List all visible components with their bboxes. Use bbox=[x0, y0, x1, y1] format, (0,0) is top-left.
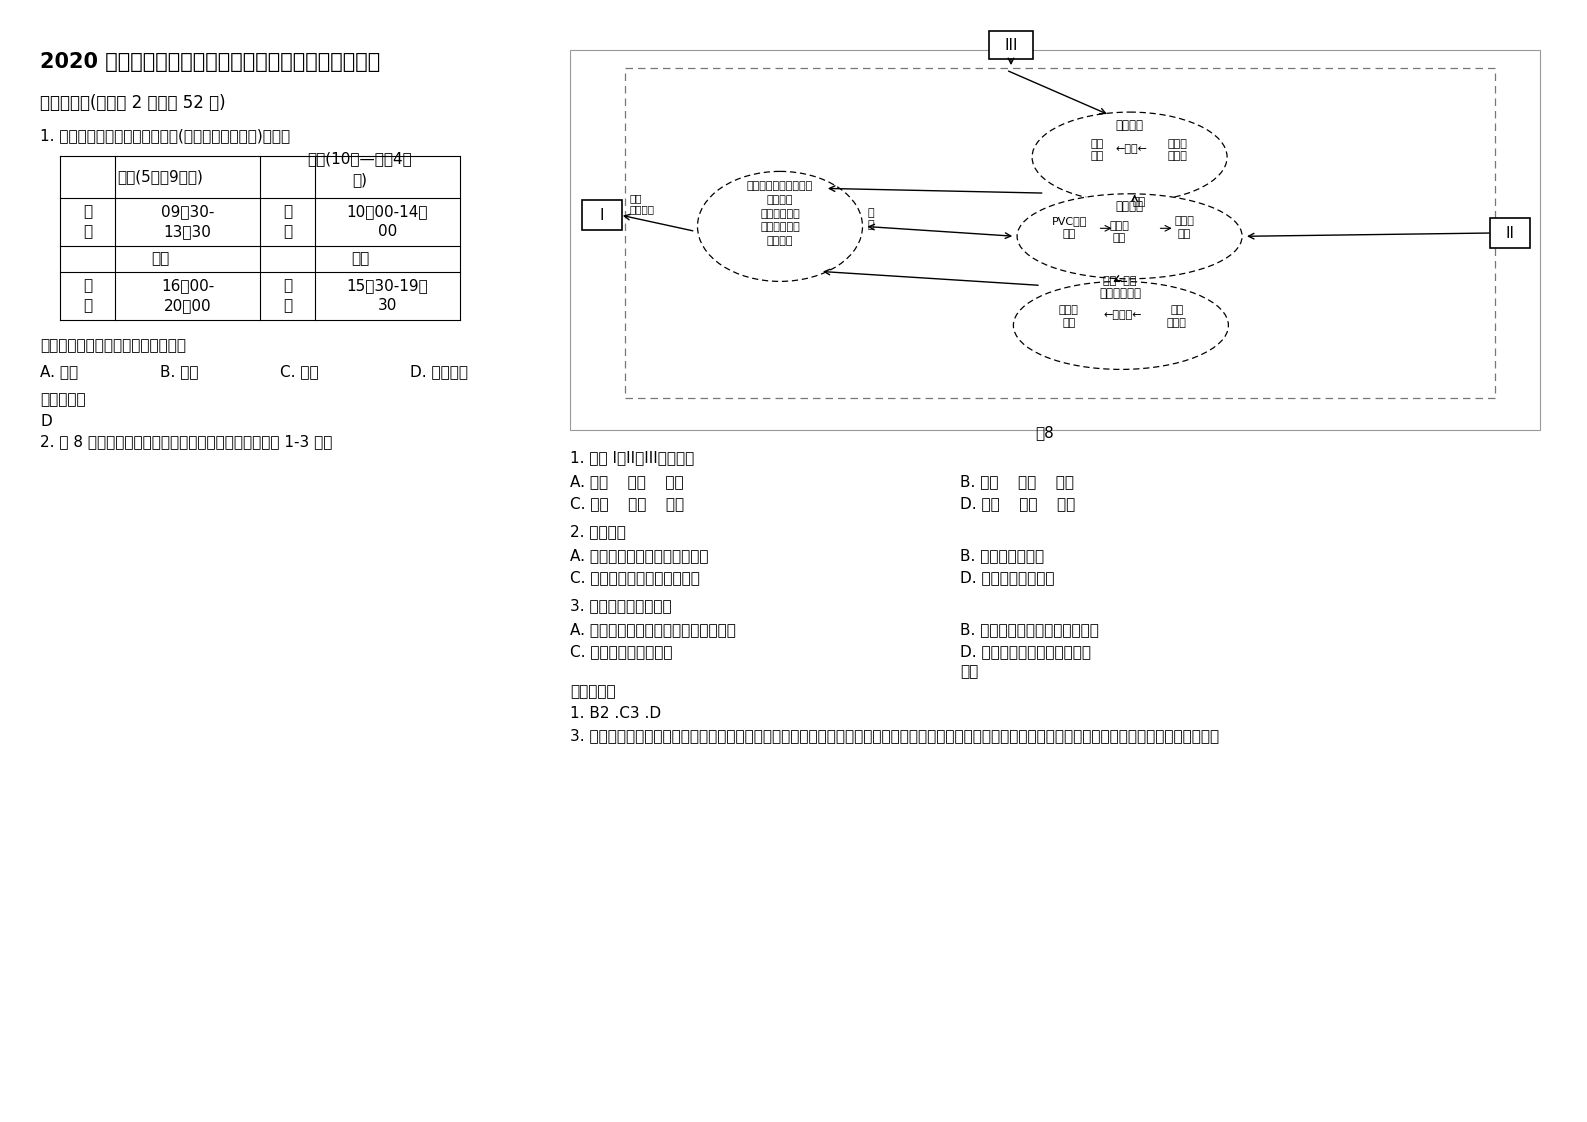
Text: 根据表中信息判断，该城市最可能是: 根据表中信息判断，该城市最可能是 bbox=[40, 338, 186, 353]
Text: 3. 植被浅沟常布置在城市道路两侧和不透水地面周边等地，与城市雨水管网或集水池相连，下图为植被浅沟示意图，箭头表示水循环环节，读图完成下列各题。: 3. 植被浅沟常布置在城市道路两侧和不透水地面周边等地，与城市雨水管网或集水池相… bbox=[570, 728, 1219, 743]
Text: 夏季(5月、9月底): 夏季(5月、9月底) bbox=[117, 169, 203, 184]
FancyBboxPatch shape bbox=[989, 31, 1033, 59]
Text: III: III bbox=[1005, 37, 1017, 53]
Text: 政府兴建区内公共设施
污水处理
中水回收利用
废渣综合利用
余热发电: 政府兴建区内公共设施 污水处理 中水回收利用 废渣综合利用 余热发电 bbox=[747, 182, 813, 246]
Text: C. 武汉: C. 武汉 bbox=[279, 364, 319, 379]
Text: 有色产业: 有色产业 bbox=[1116, 119, 1144, 132]
Text: B. 西安: B. 西安 bbox=[160, 364, 198, 379]
Text: D. 资源    环境    市场: D. 资源 环境 市场 bbox=[960, 496, 1076, 511]
Text: A. 各产业之间以主产品为原料发生联系: A. 各产业之间以主产品为原料发生联系 bbox=[570, 622, 736, 637]
Text: D. 工业发展趋向分散: D. 工业发展趋向分散 bbox=[960, 570, 1054, 585]
Text: B. 所需能源完全由余热发电提供: B. 所需能源完全由余热发电提供 bbox=[960, 622, 1098, 637]
Text: A. 资源    市场    环境: A. 资源 市场 环境 bbox=[570, 473, 684, 489]
Text: 2020 年福建省莆田市山立学校高三地理月考试卷含解析: 2020 年福建省莆田市山立学校高三地理月考试卷含解析 bbox=[40, 52, 381, 72]
Text: PVC型材
烧碱: PVC型材 烧碱 bbox=[1052, 217, 1087, 239]
FancyBboxPatch shape bbox=[1490, 218, 1530, 248]
Text: II: II bbox=[1506, 226, 1514, 240]
Text: 氯化钾
钾肥: 氯化钾 钾肥 bbox=[1059, 305, 1079, 328]
Text: C. 环境    市场    资源: C. 环境 市场 资源 bbox=[570, 496, 684, 511]
Ellipse shape bbox=[1014, 282, 1228, 369]
Text: 无机材料产业: 无机材料产业 bbox=[1100, 287, 1143, 301]
Ellipse shape bbox=[1032, 112, 1227, 202]
Text: 铝锌矿
磁铁矿: 铝锌矿 磁铁矿 bbox=[1168, 139, 1187, 162]
Text: B. 环境    资源    市场: B. 环境 资源 市场 bbox=[960, 473, 1074, 489]
Text: 氯气  烧碱: 氯气 烧碱 bbox=[1103, 276, 1136, 286]
FancyBboxPatch shape bbox=[570, 50, 1539, 430]
Text: A. 工业以廉价劳动力导向型为主: A. 工业以廉价劳动力导向型为主 bbox=[570, 548, 708, 563]
Text: 1. 图中 I、II、III分别代表: 1. 图中 I、II、III分别代表 bbox=[570, 450, 694, 465]
Text: 1. B2 .C3 .D: 1. B2 .C3 .D bbox=[570, 706, 662, 721]
Text: 下
午: 下 午 bbox=[83, 278, 92, 313]
Text: 一、选择题(每小题 2 分，共 52 分): 一、选择题(每小题 2 分，共 52 分) bbox=[40, 94, 225, 112]
Text: 2. 在此地域: 2. 在此地域 bbox=[570, 524, 625, 539]
Text: 16：00-
20：00: 16：00- 20：00 bbox=[160, 278, 214, 313]
Text: C. 污染物实现了零排放: C. 污染物实现了零排放 bbox=[570, 644, 673, 659]
Text: 参考答案：: 参考答案： bbox=[570, 684, 616, 699]
Text: 化工产业: 化工产业 bbox=[1116, 201, 1144, 213]
Text: 冬季(10月—次年4月
底): 冬季(10月—次年4月 底) bbox=[308, 151, 413, 187]
Text: ←冶炼←: ←冶炼← bbox=[1116, 144, 1147, 154]
Text: 1. 读我国某地区学校作息时间表(表中均为北京时间)。回答: 1. 读我国某地区学校作息时间表(表中均为北京时间)。回答 bbox=[40, 128, 290, 142]
Text: 工业盐
原煤: 工业盐 原煤 bbox=[1174, 217, 1195, 239]
Text: 2. 图 8 为某开发区主体循环经济体系示意图，读图完成 1-3 题。: 2. 图 8 为某开发区主体循环经济体系示意图，读图完成 1-3 题。 bbox=[40, 434, 332, 449]
Text: D: D bbox=[40, 414, 52, 429]
Text: 氯气: 氯气 bbox=[1133, 197, 1146, 208]
Text: 10：00-14：
00: 10：00-14： 00 bbox=[346, 204, 428, 239]
Text: 上
午: 上 午 bbox=[83, 204, 92, 239]
FancyBboxPatch shape bbox=[625, 68, 1495, 398]
Text: I: I bbox=[600, 208, 605, 222]
Text: 3. 在此循环经济体系中: 3. 在此循环经济体系中 bbox=[570, 598, 671, 613]
Text: 上
午: 上 午 bbox=[282, 204, 292, 239]
FancyBboxPatch shape bbox=[582, 200, 622, 230]
Text: 盐化工
焦炭: 盐化工 焦炭 bbox=[1109, 221, 1130, 242]
Text: 下
午: 下 午 bbox=[282, 278, 292, 313]
Text: C. 可能发展成为新兴工业城市: C. 可能发展成为新兴工业城市 bbox=[570, 570, 700, 585]
Ellipse shape bbox=[1017, 194, 1243, 278]
Text: 09：30-
13：30: 09：30- 13：30 bbox=[160, 204, 214, 239]
Text: B. 产品更新换代快: B. 产品更新换代快 bbox=[960, 548, 1044, 563]
Text: 萤石
钾长石: 萤石 钾长石 bbox=[1166, 305, 1187, 328]
Text: 午休: 午休 bbox=[151, 251, 170, 267]
Text: D. 乌鲁木齐: D. 乌鲁木齐 bbox=[409, 364, 468, 379]
Text: A. 沈阳: A. 沈阳 bbox=[40, 364, 78, 379]
Text: 达到
排放标准: 达到 排放标准 bbox=[630, 193, 655, 214]
Text: 硫
酸: 硫 酸 bbox=[867, 209, 874, 230]
Text: D. 生产环节的废弃物被回收再: D. 生产环节的废弃物被回收再 bbox=[960, 644, 1090, 659]
Text: 参考答案：: 参考答案： bbox=[40, 392, 86, 407]
Text: 15：30-19：
30: 15：30-19： 30 bbox=[346, 278, 428, 313]
Text: 图8: 图8 bbox=[1036, 425, 1054, 440]
Text: 利用: 利用 bbox=[960, 664, 978, 679]
Ellipse shape bbox=[698, 172, 862, 282]
Text: ←氯化工←: ←氯化工← bbox=[1103, 311, 1143, 321]
Text: 午休: 午休 bbox=[351, 251, 370, 267]
Text: 铁钛
合金: 铁钛 合金 bbox=[1090, 139, 1105, 162]
